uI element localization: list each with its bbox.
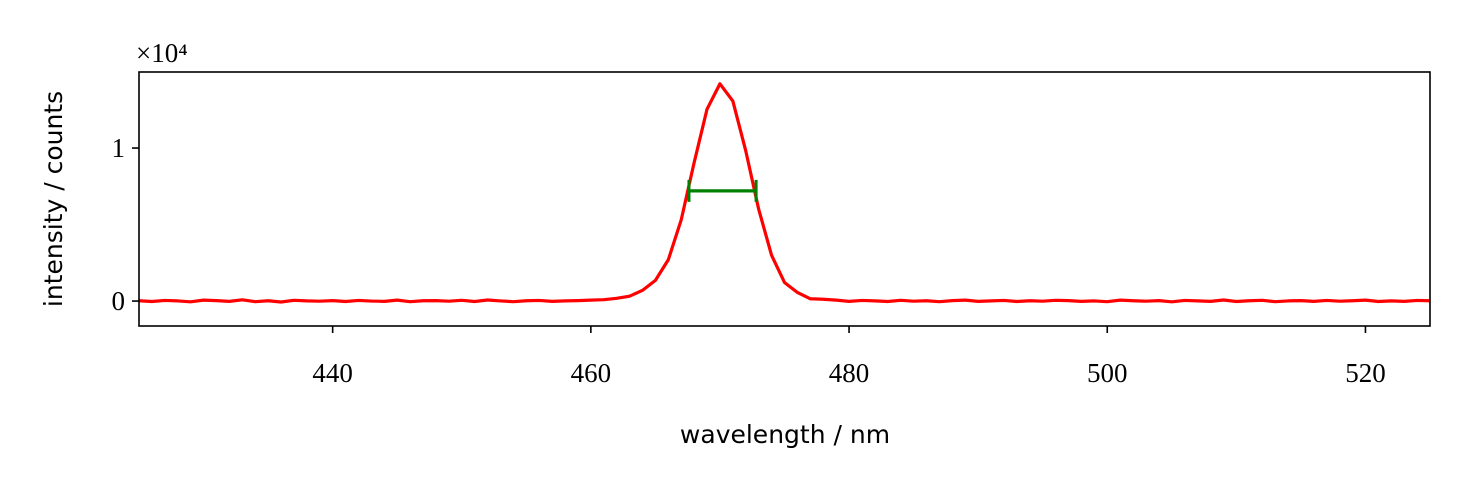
y-axis-label: intensity / counts <box>39 91 68 307</box>
x-tick-label: 500 <box>1087 358 1128 388</box>
x-tick-label: 480 <box>829 358 870 388</box>
x-tick-label: 460 <box>571 358 612 388</box>
x-tick-label: 440 <box>312 358 353 388</box>
plot-frame <box>138 71 1431 327</box>
spectrum-line <box>139 82 1430 304</box>
x-tick-label: 520 <box>1345 358 1386 388</box>
y-offset-label: ×10⁴ <box>136 38 188 68</box>
y-tick-label: 1 <box>112 133 126 163</box>
x-axis-label: wavelength / nm <box>680 420 890 449</box>
y-tick-label: 0 <box>112 286 126 316</box>
